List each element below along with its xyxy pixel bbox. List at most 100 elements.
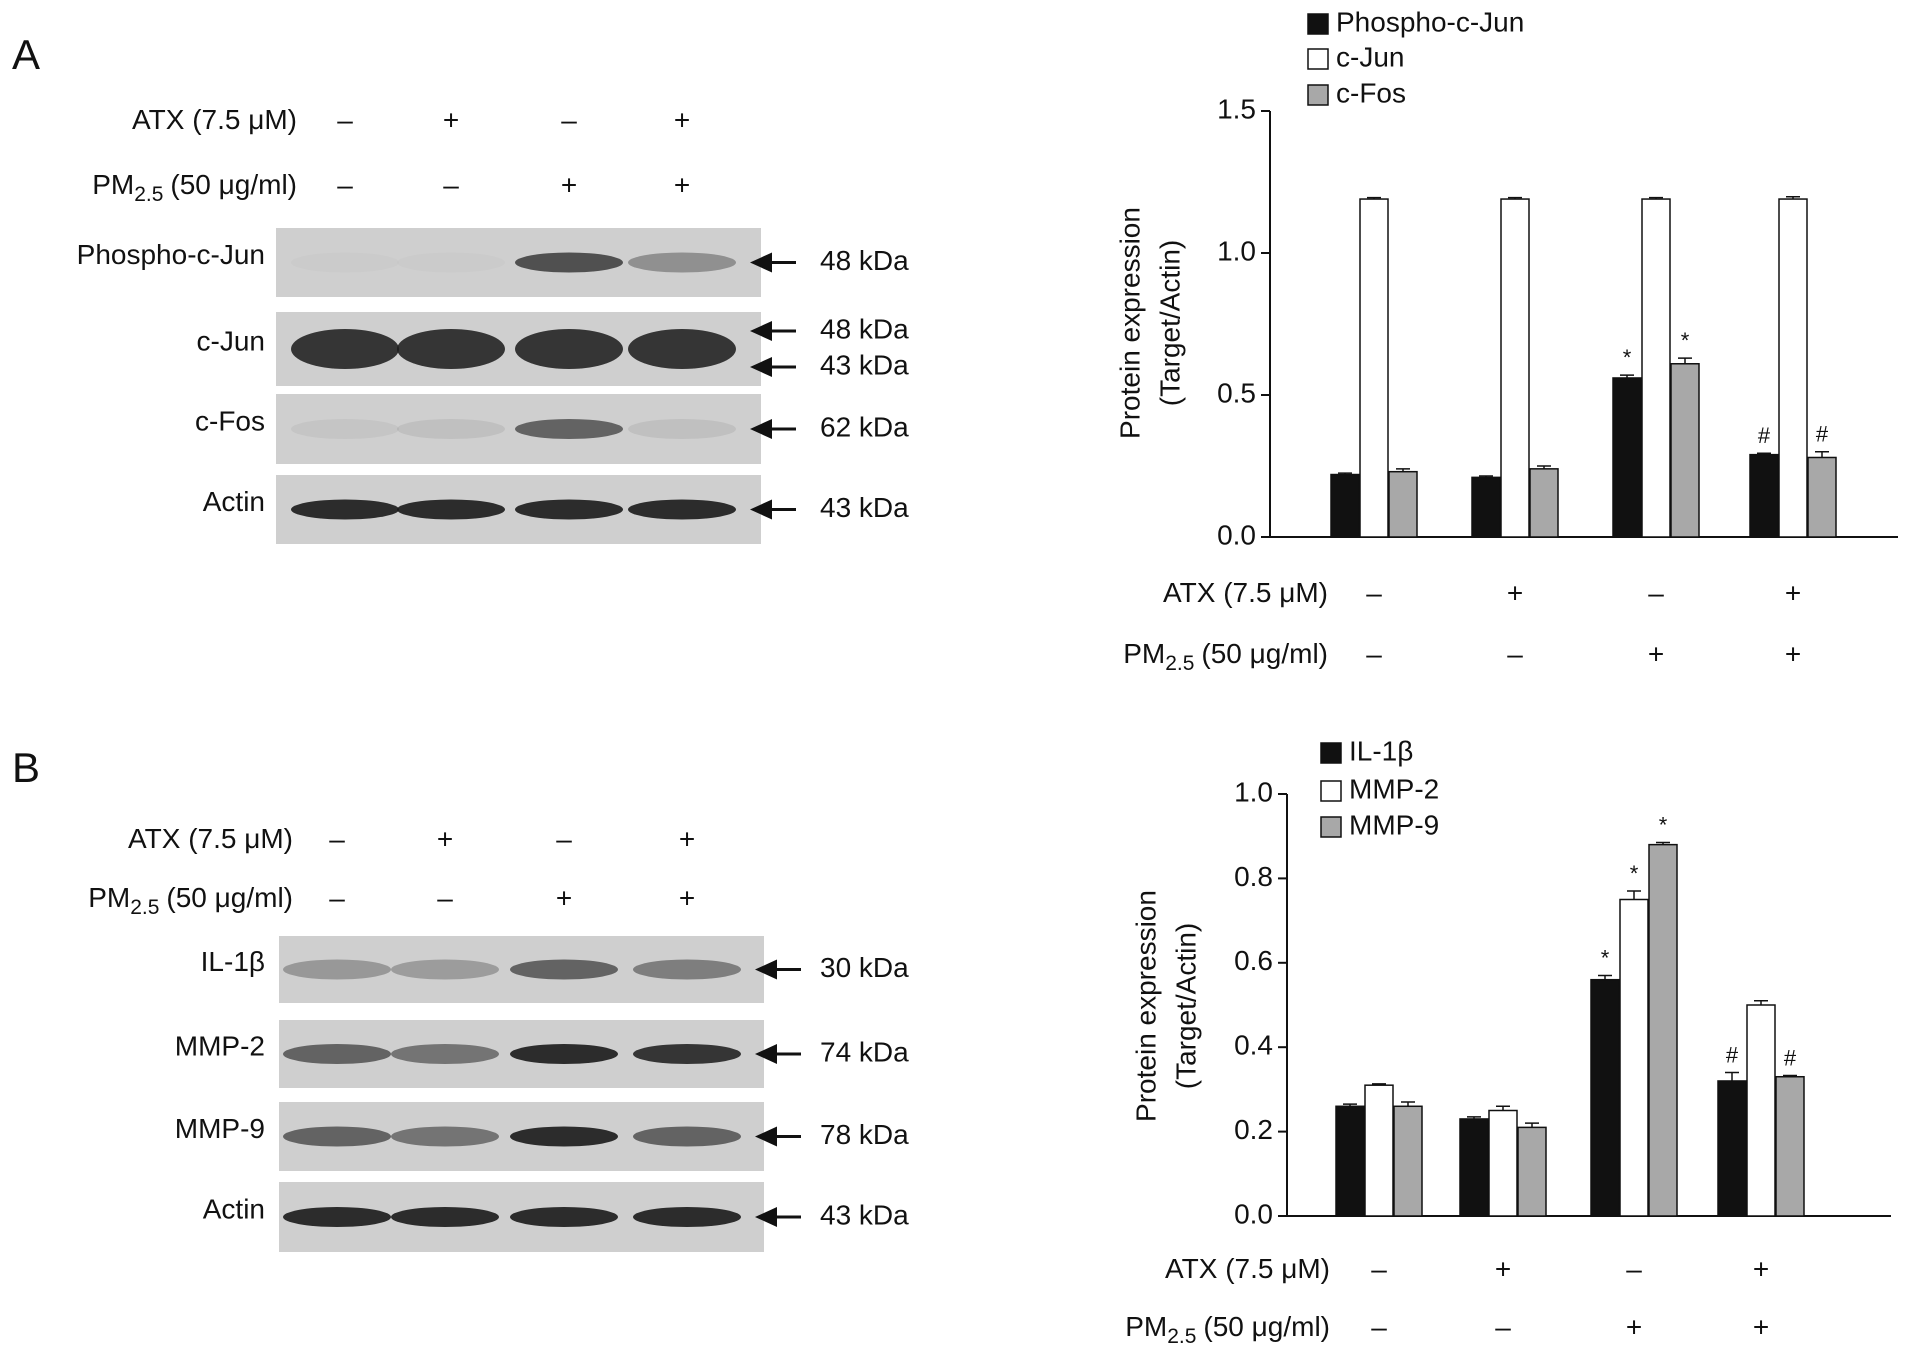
treatment-subscript: 2.5 <box>130 896 159 919</box>
treatment-name: ATX (7.5 μM) <box>1165 1253 1330 1284</box>
band <box>628 419 736 439</box>
band <box>510 959 618 980</box>
band-size: 78 kDa <box>820 1119 909 1150</box>
significance-mark: * <box>1681 328 1690 353</box>
bar <box>1648 843 1678 1217</box>
treatment-sign: + <box>674 104 690 135</box>
band <box>391 959 499 980</box>
error-bar <box>1343 1103 1357 1107</box>
bar <box>1359 198 1389 538</box>
treatment-sign: + <box>443 104 459 135</box>
legend-swatch <box>1320 780 1342 802</box>
band <box>391 1044 499 1064</box>
treatment-sign: + <box>679 823 695 854</box>
legend-swatch <box>1320 742 1342 764</box>
band <box>633 1044 741 1064</box>
y-axis-label: (Target/Actin) <box>1170 923 1201 1090</box>
legend-label: MMP-9 <box>1349 809 1439 840</box>
bar <box>1500 198 1530 538</box>
band-size: 43 kDa <box>820 349 909 380</box>
band-size: 43 kDa <box>820 492 909 523</box>
treatment-sign: + <box>1753 1253 1769 1284</box>
band <box>397 329 505 369</box>
error-bar <box>1338 472 1352 475</box>
treatment-rest: (50 μg/ml) <box>170 169 297 200</box>
error-bar <box>1598 974 1612 980</box>
band <box>291 419 399 439</box>
band <box>628 252 736 273</box>
band <box>633 1126 741 1147</box>
band <box>291 253 399 273</box>
treatment-rest: (50 μg/ml) <box>1201 638 1328 669</box>
error-bar <box>1537 465 1551 469</box>
treatment-sign: + <box>1753 1311 1769 1342</box>
blot-row-label: MMP-9 <box>175 1113 265 1144</box>
legend-label: IL-1β <box>1349 735 1413 766</box>
blot-row-label: IL-1β <box>201 946 265 977</box>
band <box>515 419 623 439</box>
treatment-subscript: 2.5 <box>134 183 163 206</box>
blot-row-label: Actin <box>203 1193 265 1224</box>
band <box>283 1044 391 1064</box>
band-size: 62 kDa <box>820 411 909 442</box>
band <box>397 419 505 439</box>
error-bar <box>1757 452 1771 455</box>
significance-mark: * <box>1659 812 1668 837</box>
band-size: 48 kDa <box>820 245 909 276</box>
bar <box>1330 473 1360 538</box>
treatment-label: ATX (7.5 μM) <box>128 823 293 854</box>
treatment-sign: + <box>1648 638 1664 669</box>
treatment-name: ATX (7.5 μM) <box>128 823 293 854</box>
treatment-name: ATX (7.5 μM) <box>132 104 297 135</box>
error-bar <box>1627 890 1641 900</box>
error-bar <box>1372 1083 1386 1086</box>
band <box>510 1207 618 1227</box>
bar <box>1471 476 1501 538</box>
arrow-head <box>750 357 772 377</box>
arrow-head <box>750 499 772 520</box>
arrow-head <box>755 959 777 980</box>
error-bar <box>1815 451 1829 458</box>
error-bar <box>1467 1116 1481 1119</box>
treatment-sign: + <box>561 169 577 200</box>
arrow-head <box>750 321 772 341</box>
error-bar <box>1401 1101 1415 1107</box>
treatment-sign: + <box>1495 1253 1511 1284</box>
error-bar <box>1656 841 1670 845</box>
band <box>291 329 399 369</box>
band <box>628 499 736 520</box>
treatment-sign: + <box>679 882 695 913</box>
band <box>283 1126 391 1147</box>
bar <box>1717 1080 1747 1217</box>
significance-mark: # <box>1784 1045 1797 1070</box>
band <box>633 959 741 980</box>
error-bar <box>1367 196 1381 200</box>
error-bar <box>1620 374 1634 378</box>
bar <box>1364 1084 1394 1217</box>
band <box>515 499 623 520</box>
arrow-head <box>750 419 772 439</box>
treatment-sign: – <box>1371 1253 1387 1284</box>
band <box>510 1044 618 1064</box>
treatment-sign: + <box>1785 577 1801 608</box>
treatment-sign: – <box>1366 577 1382 608</box>
band <box>397 253 505 273</box>
y-axis-label: (Target/Actin) <box>1154 240 1185 407</box>
band <box>515 252 623 273</box>
band <box>391 1207 499 1227</box>
treatment-subscript: 2.5 <box>1165 652 1194 675</box>
bar <box>1488 1109 1518 1217</box>
error-bar <box>1786 196 1800 200</box>
bar <box>1619 898 1649 1217</box>
bar <box>1393 1105 1423 1217</box>
y-tick-label: 1.0 <box>1217 235 1256 266</box>
bar <box>1517 1126 1547 1217</box>
treatment-sign: – <box>1366 638 1382 669</box>
treatment-sign: + <box>556 882 572 913</box>
band <box>391 1126 499 1147</box>
treatment-sign: + <box>1626 1311 1642 1342</box>
treatment-sign: – <box>556 823 572 854</box>
treatment-rest: (50 μg/ml) <box>1203 1311 1330 1342</box>
band <box>283 1207 391 1227</box>
